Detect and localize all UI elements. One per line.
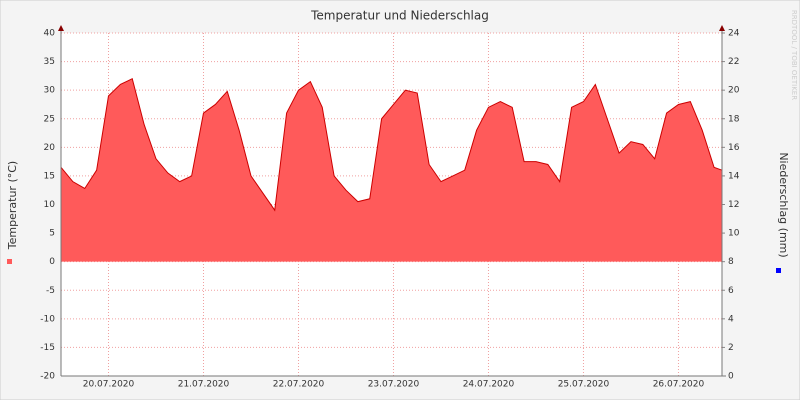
y2-tick-label: 0 xyxy=(728,372,734,382)
temperature-line xyxy=(60,78,723,212)
y-tick-label: 40 xyxy=(44,29,56,39)
x-tick-label: 26.07.2020 xyxy=(653,380,705,390)
y2-tick-label: 6 xyxy=(728,286,734,296)
y2-tick-label: 14 xyxy=(728,171,740,181)
axis-arrow xyxy=(719,25,725,31)
temperature-area xyxy=(61,78,722,262)
y2-tick-label: 22 xyxy=(728,57,739,67)
y-tick-label: 0 xyxy=(49,257,55,267)
axis-arrow xyxy=(58,25,64,31)
y2-tick-label: 24 xyxy=(728,29,740,39)
x-tick-label: 21.07.2020 xyxy=(178,380,230,390)
y-axis-label: Temperatur (°C) xyxy=(6,161,19,250)
y-tick-label: 5 xyxy=(49,229,55,239)
y2-tick-label: 18 xyxy=(728,114,740,124)
y2-tick-label: 20 xyxy=(728,86,740,96)
legend-marker xyxy=(7,259,12,264)
y-tick-label: -20 xyxy=(40,372,55,382)
y2-tick-label: 12 xyxy=(728,200,739,210)
watermark: RRDTOOL / TOBI OETIKER xyxy=(790,10,798,100)
y-tick-label: -10 xyxy=(40,314,55,324)
y2-tick-label: 4 xyxy=(728,314,734,324)
y-tick-label: -5 xyxy=(46,286,55,296)
y2-tick-label: 10 xyxy=(728,229,740,239)
y-tick-label: 25 xyxy=(44,114,55,124)
y-tick-label: 35 xyxy=(44,57,55,67)
x-tick-label: 24.07.2020 xyxy=(463,380,515,390)
y2-tick-label: 8 xyxy=(728,257,734,267)
y-tick-label: 20 xyxy=(44,143,56,153)
y2-tick-label: 16 xyxy=(728,143,740,153)
y-tick-label: 15 xyxy=(44,171,55,181)
chart-title: Temperatur und Niederschlag xyxy=(310,9,489,23)
legend-marker xyxy=(776,268,781,273)
x-tick-label: 20.07.2020 xyxy=(83,380,135,390)
x-tick-label: 23.07.2020 xyxy=(368,380,420,390)
y2-tick-label: 2 xyxy=(728,343,734,353)
y2-axis-label: Niederschlag (mm) xyxy=(777,152,790,257)
x-tick-label: 22.07.2020 xyxy=(273,380,325,390)
y-tick-label: 30 xyxy=(44,86,56,96)
y-tick-label: 10 xyxy=(44,200,56,210)
y-tick-label: -15 xyxy=(40,343,55,353)
x-tick-label: 25.07.2020 xyxy=(558,380,610,390)
